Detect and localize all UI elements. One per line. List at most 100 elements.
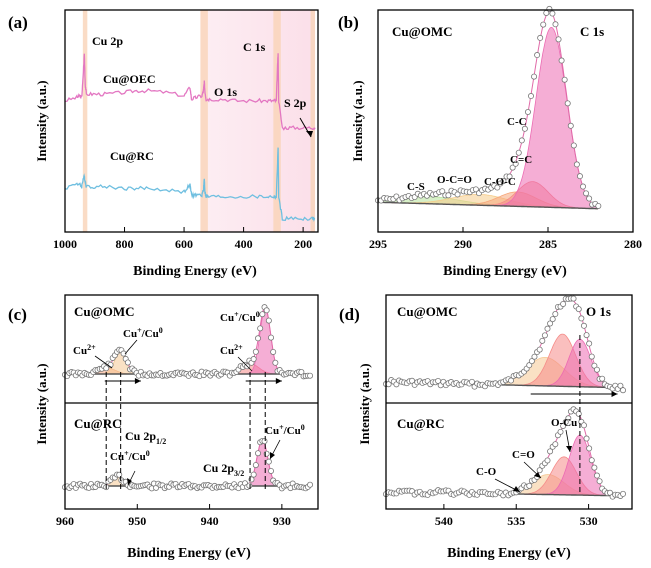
data-point xyxy=(528,93,535,100)
data-point xyxy=(270,348,277,355)
data-point xyxy=(567,122,574,129)
data-point xyxy=(103,365,110,372)
data-point xyxy=(468,378,475,385)
x-tick-label: 530 xyxy=(580,514,598,528)
data-point xyxy=(531,73,538,80)
label-part: + xyxy=(234,310,239,319)
x-tick-label: 600 xyxy=(175,237,193,251)
data-point xyxy=(544,325,551,332)
data-point xyxy=(454,191,461,198)
arrow-head xyxy=(513,486,520,492)
data-point xyxy=(307,481,314,488)
axis-frame xyxy=(64,294,319,510)
panel-label: (c) xyxy=(8,305,27,324)
panel-a: Cu@OEC Cu@RC Cu 2p O 1s C 1s S 2p 1000 800 600 40… xyxy=(8,9,319,279)
x-tick-label: 940 xyxy=(201,514,219,528)
arrow-head xyxy=(611,391,618,397)
data-point xyxy=(546,5,553,12)
data-point xyxy=(547,448,554,455)
data-point xyxy=(552,441,559,448)
peak-label: Cu 2p xyxy=(92,34,123,48)
data-point xyxy=(528,358,535,365)
data-point xyxy=(576,173,583,180)
x-axis-label: Binding Energy (eV) xyxy=(127,546,251,561)
data-point xyxy=(617,382,624,389)
label-part: /Cu xyxy=(238,312,256,324)
data-point xyxy=(524,108,531,115)
data-point xyxy=(272,359,279,366)
data-point xyxy=(257,325,264,332)
data-point xyxy=(549,10,556,17)
data-point xyxy=(268,334,275,341)
peak-label: Cu2+ xyxy=(220,343,243,357)
label-leader xyxy=(94,355,113,369)
data-point xyxy=(252,348,259,355)
sample-label: Cu@RC xyxy=(397,416,445,431)
data-point xyxy=(409,377,416,384)
x-tick-label: 535 xyxy=(507,514,525,528)
arrow-head xyxy=(270,452,275,459)
data-point xyxy=(508,377,515,384)
axis-frame xyxy=(64,9,319,233)
component-label: O-C=O xyxy=(437,174,472,186)
component-label: C=C xyxy=(510,154,532,166)
label-part: 3/2 xyxy=(234,469,244,478)
label-part: Cu xyxy=(265,425,279,437)
data-point xyxy=(591,464,598,471)
data-point xyxy=(526,482,533,489)
label-part: Cu xyxy=(110,451,124,463)
data-point xyxy=(561,76,568,83)
x-tick-label: 960 xyxy=(56,514,74,528)
data-point xyxy=(268,467,275,474)
x-tick-label: 1000 xyxy=(53,237,77,251)
data-point xyxy=(575,306,582,313)
data-point xyxy=(472,186,479,193)
background-line xyxy=(378,201,598,210)
data-point xyxy=(120,350,127,357)
highlight-band xyxy=(200,10,208,232)
data-point xyxy=(512,160,519,167)
data-point xyxy=(552,311,559,318)
data-point xyxy=(593,472,600,479)
arrow-head xyxy=(534,472,541,478)
data-point xyxy=(252,462,259,469)
label-part: 0 xyxy=(256,310,260,319)
data-point xyxy=(259,311,266,318)
data-point xyxy=(620,490,627,497)
data-point xyxy=(560,300,567,307)
data-point xyxy=(250,356,257,363)
y-axis-label: Intensity (a.u.) xyxy=(34,80,49,161)
data-point xyxy=(586,340,593,347)
data-point xyxy=(500,178,507,185)
label-part: 1/2 xyxy=(156,437,166,446)
panel-b: 295 290 285 280 Binding Energy (eV) Intensity… xyxy=(338,5,642,279)
data-point xyxy=(250,471,257,478)
label-part: 0 xyxy=(146,449,150,458)
x-axis-label: Binding Energy (eV) xyxy=(447,546,571,561)
data-point xyxy=(494,184,501,191)
data-point xyxy=(518,137,525,144)
x-tick-label: 285 xyxy=(539,237,557,251)
component-label: C-O-C xyxy=(484,176,516,188)
data-point xyxy=(593,366,600,373)
label-part: 0 xyxy=(301,423,305,432)
x-tick-label: 295 xyxy=(369,237,387,251)
data-point xyxy=(586,445,593,452)
sample-label: Cu@OMC xyxy=(397,304,457,319)
panel-title: C 1s xyxy=(580,24,604,39)
data-point xyxy=(521,125,528,132)
data-point xyxy=(445,192,452,199)
data-point xyxy=(573,161,580,168)
highlight-band xyxy=(82,10,88,232)
panel-label: (b) xyxy=(338,13,359,32)
arrow-head xyxy=(275,378,282,384)
arrow-head xyxy=(566,446,572,452)
highlight-band xyxy=(310,10,316,232)
label-part: Cu xyxy=(73,345,87,357)
label-part: /Cu xyxy=(141,328,159,340)
panel-d: 540 535 530 Binding Energy (eV) Intensity (a… xyxy=(339,294,633,561)
data-point xyxy=(583,435,590,442)
data-point xyxy=(564,100,571,107)
data-point xyxy=(583,332,590,339)
data-point xyxy=(552,21,559,28)
